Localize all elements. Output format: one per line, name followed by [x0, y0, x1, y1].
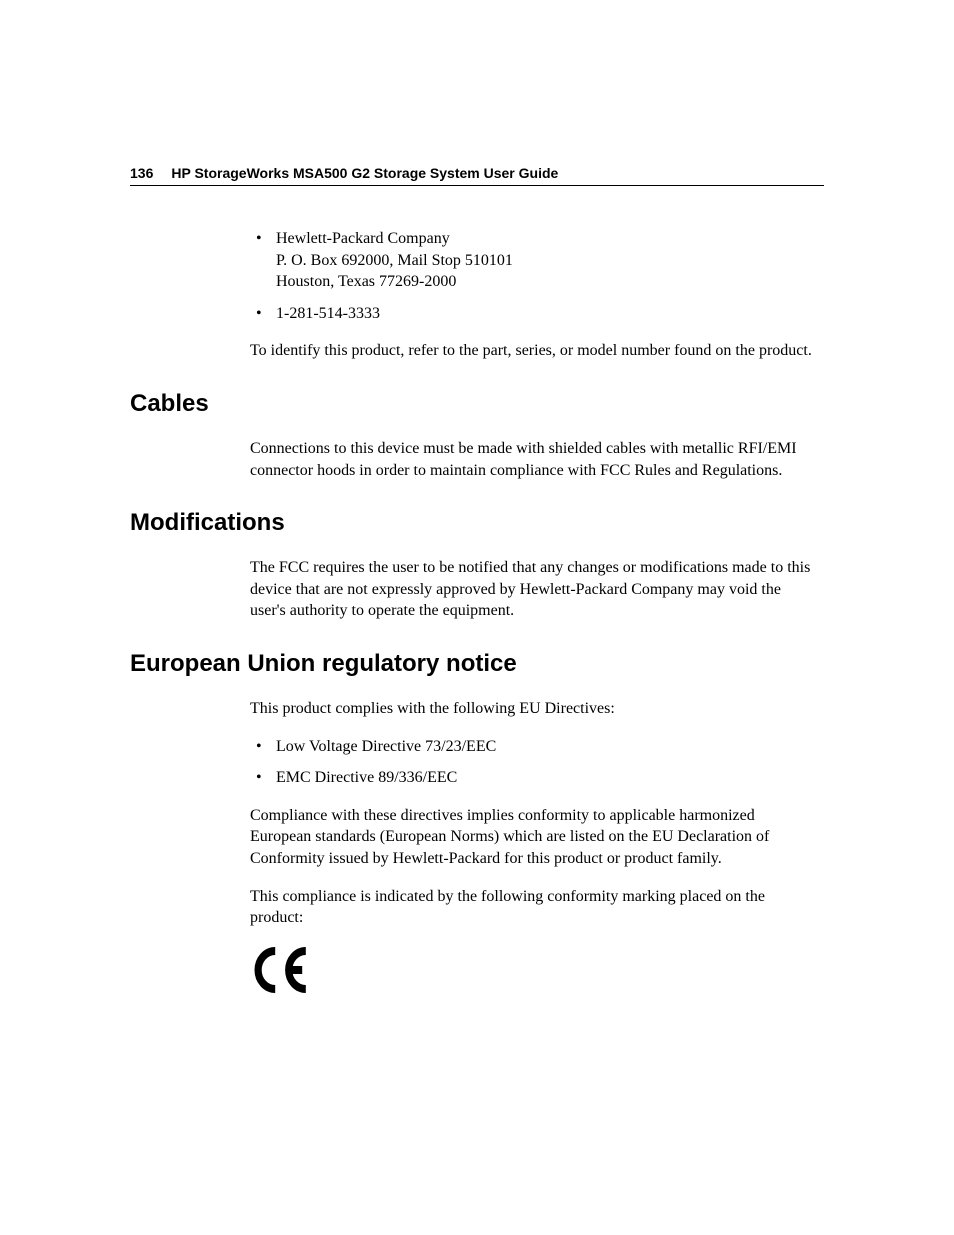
- page-container: 136 HP StorageWorks MSA500 G2 Storage Sy…: [0, 0, 954, 995]
- address-line-1: Hewlett-Packard Company: [276, 230, 450, 247]
- marking-text: This compliance is indicated by the foll…: [250, 886, 814, 929]
- identify-text: To identify this product, refer to the p…: [250, 340, 814, 362]
- cables-heading: Cables: [130, 390, 824, 418]
- directive-1: Low Voltage Directive 73/23/EEC: [276, 738, 496, 755]
- cables-body: Connections to this device must be made …: [250, 438, 814, 481]
- page-number: 136: [130, 165, 153, 181]
- eu-notice-heading: European Union regulatory notice: [130, 650, 824, 678]
- header-title: HP StorageWorks MSA500 G2 Storage System…: [171, 165, 558, 181]
- list-item: Hewlett-Packard Company P. O. Box 692000…: [250, 228, 814, 293]
- list-item: 1-281-514-3333: [250, 303, 814, 325]
- ce-mark-icon: [250, 945, 758, 995]
- list-item: Low Voltage Directive 73/23/EEC: [250, 736, 814, 758]
- modifications-body-block: The FCC requires the user to be notified…: [250, 557, 814, 622]
- directives-list: Low Voltage Directive 73/23/EEC EMC Dire…: [250, 736, 814, 789]
- phone-number: 1-281-514-3333: [276, 305, 380, 322]
- intro-block: Hewlett-Packard Company P. O. Box 692000…: [250, 228, 814, 362]
- list-item: EMC Directive 89/336/EEC: [250, 767, 814, 789]
- cables-body-block: Connections to this device must be made …: [250, 438, 814, 481]
- modifications-heading: Modifications: [130, 509, 824, 537]
- address-line-3: Houston, Texas 77269-2000: [276, 273, 456, 290]
- eu-intro: This product complies with the following…: [250, 698, 814, 720]
- modifications-body: The FCC requires the user to be notified…: [250, 557, 814, 622]
- address-line-2: P. O. Box 692000, Mail Stop 510101: [276, 252, 513, 269]
- page-header: 136 HP StorageWorks MSA500 G2 Storage Sy…: [130, 165, 824, 186]
- compliance-text: Compliance with these directives implies…: [250, 805, 814, 870]
- directive-2: EMC Directive 89/336/EEC: [276, 769, 457, 786]
- eu-notice-body-block: This product complies with the following…: [250, 698, 814, 995]
- contact-list: Hewlett-Packard Company P. O. Box 692000…: [250, 228, 814, 324]
